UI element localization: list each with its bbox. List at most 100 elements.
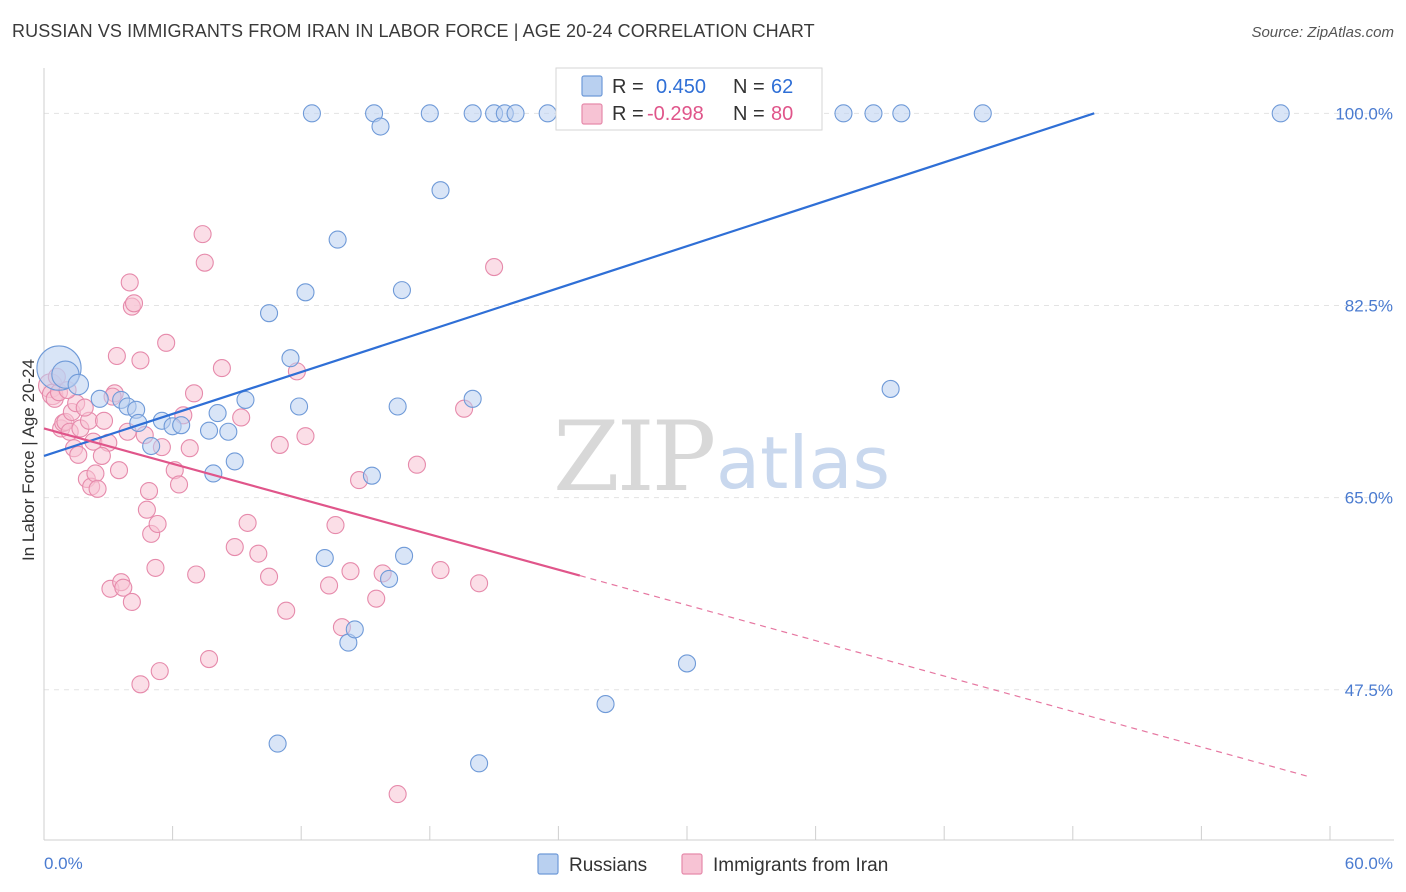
iran-point-53 xyxy=(232,408,251,427)
iran-point-62 xyxy=(326,516,345,535)
russians-point-14 xyxy=(208,404,227,423)
russians-point-21 xyxy=(296,283,315,302)
y-tick-label-2: 82.5% xyxy=(1345,296,1393,315)
y-tick-labels: 47.5% 65.0% 82.5% 100.0% xyxy=(1335,104,1393,699)
russians-point-30 xyxy=(392,281,411,300)
bottom-legend-swatch-russians xyxy=(537,853,559,875)
iran-trend-line xyxy=(43,427,581,577)
iran-point-42 xyxy=(131,675,150,694)
russians-point-56 xyxy=(973,104,992,123)
iran-point-69 xyxy=(407,455,426,474)
russians-point-23 xyxy=(328,230,347,249)
x-tick-label-0: 0.0% xyxy=(44,854,83,873)
iran-point-32 xyxy=(131,351,150,370)
iran-point-41 xyxy=(157,333,176,352)
russians-point-25 xyxy=(345,620,364,639)
iran-point-50 xyxy=(199,649,219,669)
russians-point-29 xyxy=(388,397,407,416)
russians-trend-line xyxy=(43,112,1095,457)
iran-point-18 xyxy=(88,479,107,498)
x-tick-label-1: 60.0% xyxy=(1345,854,1393,873)
iran-point-60 xyxy=(296,427,315,446)
russians-point-42 xyxy=(538,104,557,123)
legend-n-label-1: N = xyxy=(733,76,765,98)
russians-point-37 xyxy=(420,104,439,123)
legend-r-label-2: R = xyxy=(612,103,644,125)
russians-point-61 xyxy=(268,734,287,753)
iran-point-72 xyxy=(470,574,489,593)
russians-point-53 xyxy=(834,104,853,123)
russians-point-34 xyxy=(302,104,321,123)
russians-point-12 xyxy=(199,421,219,440)
iran-point-29 xyxy=(120,273,139,292)
russians-point-22 xyxy=(315,548,334,568)
trend-lines xyxy=(43,112,1309,778)
russians-point-36 xyxy=(371,117,390,136)
russians-point-8 xyxy=(142,436,161,456)
russians-point-3 xyxy=(90,389,109,408)
bottom-legend-label-russians: Russians xyxy=(569,855,647,876)
russians-point-11 xyxy=(172,416,191,435)
watermark-atlas: atlas xyxy=(716,421,890,505)
y-tick-label-3: 100.0% xyxy=(1335,104,1393,123)
russians-point-26 xyxy=(362,466,381,485)
iran-point-61 xyxy=(320,576,339,595)
iran-point-11 xyxy=(69,445,88,464)
russians-point-27 xyxy=(380,569,399,588)
iran-point-56 xyxy=(259,567,279,586)
iran-point-58 xyxy=(277,601,296,620)
iran-point-76 xyxy=(75,398,94,417)
iran-point-19 xyxy=(94,411,114,430)
iran-point-73 xyxy=(485,258,504,277)
russians-point-59 xyxy=(677,654,697,673)
watermark: ZIP atlas xyxy=(553,401,890,513)
iran-point-79 xyxy=(180,439,199,458)
russians-point-32 xyxy=(463,389,482,408)
iran-point-44 xyxy=(169,475,189,494)
iran-point-24 xyxy=(109,461,129,480)
source-label: Source: ZipAtlas.com xyxy=(1251,24,1394,41)
y-tick-label-0: 47.5% xyxy=(1345,681,1393,700)
russians-point-31 xyxy=(431,181,450,200)
russians-point-19 xyxy=(281,349,300,368)
russians-point-17 xyxy=(236,390,255,409)
legend-n-label-2: N = xyxy=(733,103,765,125)
russians-point-33 xyxy=(470,754,489,773)
iran-point-35 xyxy=(139,482,159,501)
series-legend: Russians Immigrants from Iran xyxy=(537,853,888,876)
iran-point-46 xyxy=(184,384,204,403)
iran-point-77 xyxy=(92,446,111,465)
iran-point-39 xyxy=(150,662,169,681)
chart-title: RUSSIAN VS IMMIGRANTS FROM IRAN IN LABOR… xyxy=(12,21,815,41)
legend-r-label-1: R = xyxy=(612,76,644,98)
russians-point-28 xyxy=(395,546,414,565)
russians-point-18 xyxy=(259,304,279,323)
legend-swatch-russians xyxy=(581,75,603,97)
russians-point-2 xyxy=(67,373,90,396)
legend-r-value-2: -0.298 xyxy=(647,103,704,125)
iran-point-47 xyxy=(187,565,206,584)
iran-point-54 xyxy=(238,513,257,532)
iran-point-31 xyxy=(124,294,144,313)
legend-n-value-2: 80 xyxy=(771,103,793,125)
russians-point-15 xyxy=(219,422,238,441)
iran-point-52 xyxy=(225,537,244,557)
legend-n-value-1: 62 xyxy=(771,76,793,98)
iran-point-37 xyxy=(146,558,165,577)
iran-trend-extension xyxy=(579,575,1309,778)
russians-point-20 xyxy=(290,397,309,416)
iran-point-51 xyxy=(212,359,231,378)
y-axis-title: In Labor Force | Age 20-24 xyxy=(19,359,38,561)
iran-point-70 xyxy=(431,561,450,580)
iran-point-17 xyxy=(86,464,105,483)
russians-point-16 xyxy=(225,452,244,471)
x-tick-labels: 0.0% 60.0% xyxy=(44,854,1393,873)
iran-point-23 xyxy=(107,346,126,366)
russians-point-55 xyxy=(892,104,911,123)
iran-point-49 xyxy=(195,253,214,272)
legend-swatch-iran xyxy=(581,103,603,125)
bottom-legend-label-iran: Immigrants from Iran xyxy=(713,855,888,876)
iran-point-66 xyxy=(367,589,386,608)
russians-point-60 xyxy=(596,695,615,714)
iran-point-55 xyxy=(249,544,268,563)
